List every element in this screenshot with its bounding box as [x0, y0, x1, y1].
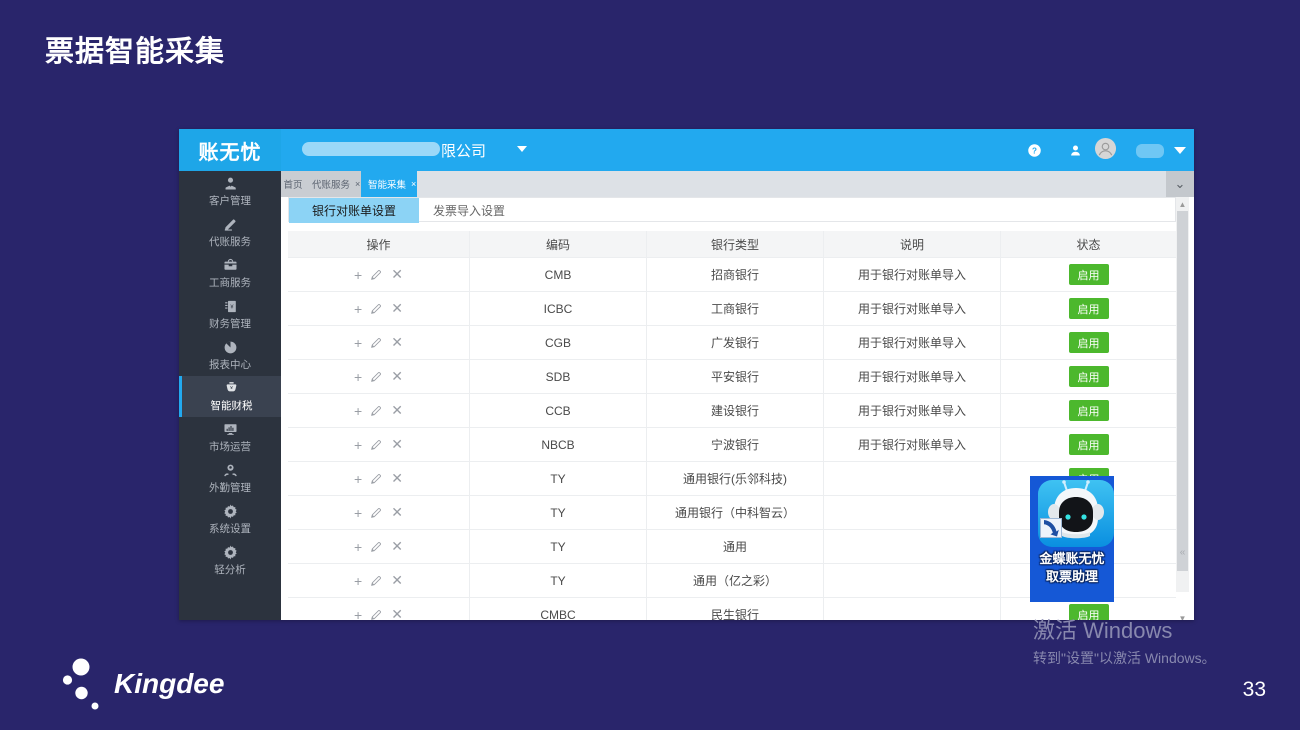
svg-text:?: ? — [1032, 146, 1037, 155]
svg-text:¥: ¥ — [230, 385, 233, 391]
